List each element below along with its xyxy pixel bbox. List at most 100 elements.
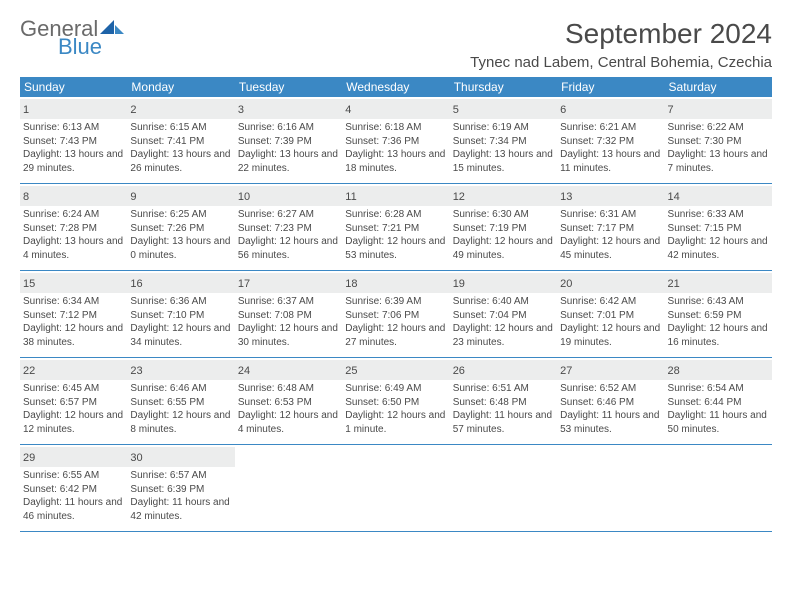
week-row: 1Sunrise: 6:13 AMSunset: 7:43 PMDaylight… (20, 97, 772, 184)
sunset-text: Sunset: 7:43 PM (23, 135, 124, 149)
day-cell: 10Sunrise: 6:27 AMSunset: 7:23 PMDayligh… (235, 184, 342, 270)
day-number-bar: 20 (557, 273, 664, 293)
day-info: Sunrise: 6:21 AMSunset: 7:32 PMDaylight:… (560, 121, 661, 175)
day-cell: 12Sunrise: 6:30 AMSunset: 7:19 PMDayligh… (450, 184, 557, 270)
day-number: 9 (130, 191, 136, 203)
sunrise-text: Sunrise: 6:31 AM (560, 208, 661, 222)
day-info: Sunrise: 6:55 AMSunset: 6:42 PMDaylight:… (23, 469, 124, 523)
day-info: Sunrise: 6:36 AMSunset: 7:10 PMDaylight:… (130, 295, 231, 349)
day-cell: 15 Sunrise: 6:34 AMSunset: 7:12 PMDayligh… (20, 271, 127, 357)
daylight-text: Daylight: 11 hours and 46 minutes. (23, 496, 124, 523)
day-number: 15 (23, 278, 35, 290)
week-row: 8Sunrise: 6:24 AMSunset: 7:28 PMDaylight… (20, 184, 772, 271)
day-number: 7 (668, 104, 674, 116)
day-number-bar: 1 (20, 99, 127, 119)
day-info: Sunrise: 6:51 AMSunset: 6:48 PMDaylight:… (453, 382, 554, 436)
day-info: Sunrise: 6:18 AMSunset: 7:36 PMDaylight:… (345, 121, 446, 175)
day-number: 25 (345, 365, 357, 377)
logo: General Blue (20, 18, 124, 58)
day-number-bar: 9 (127, 186, 234, 206)
day-number-bar: 3 (235, 99, 342, 119)
sunset-text: Sunset: 7:12 PM (23, 309, 124, 323)
sunrise-text: Sunrise: 6:22 AM (668, 121, 769, 135)
calendar: Sunday Monday Tuesday Wednesday Thursday… (20, 77, 772, 532)
sunset-text: Sunset: 7:06 PM (345, 309, 446, 323)
sunset-text: Sunset: 6:46 PM (560, 396, 661, 410)
sunset-text: Sunset: 7:19 PM (453, 222, 554, 236)
daylight-text: Daylight: 12 hours and 42 minutes. (668, 235, 769, 262)
daylight-text: Daylight: 12 hours and 16 minutes. (668, 322, 769, 349)
day-number-bar: 10 (235, 186, 342, 206)
day-cell: 2Sunrise: 6:15 AMSunset: 7:41 PMDaylight… (127, 97, 234, 183)
daylight-text: Daylight: 12 hours and 30 minutes. (238, 322, 339, 349)
logo-text-blue: Blue (58, 36, 124, 58)
sunrise-text: Sunrise: 6:34 AM (23, 295, 124, 309)
day-number: 17 (238, 278, 250, 290)
daylight-text: Daylight: 12 hours and 56 minutes. (238, 235, 339, 262)
day-cell: 6Sunrise: 6:21 AMSunset: 7:32 PMDaylight… (557, 97, 664, 183)
day-cell (665, 445, 772, 531)
day-cell (557, 445, 664, 531)
day-info: Sunrise: 6:52 AMSunset: 6:46 PMDaylight:… (560, 382, 661, 436)
daylight-text: Daylight: 11 hours and 53 minutes. (560, 409, 661, 436)
day-cell: 4Sunrise: 6:18 AMSunset: 7:36 PMDaylight… (342, 97, 449, 183)
day-cell (342, 445, 449, 531)
sunset-text: Sunset: 7:36 PM (345, 135, 446, 149)
day-cell: 1Sunrise: 6:13 AMSunset: 7:43 PMDaylight… (20, 97, 127, 183)
sunrise-text: Sunrise: 6:15 AM (130, 121, 231, 135)
daylight-text: Daylight: 12 hours and 19 minutes. (560, 322, 661, 349)
day-number-bar: 24 (235, 360, 342, 380)
daylight-text: Daylight: 11 hours and 42 minutes. (130, 496, 231, 523)
sunrise-text: Sunrise: 6:51 AM (453, 382, 554, 396)
day-cell: 22Sunrise: 6:45 AMSunset: 6:57 PMDayligh… (20, 358, 127, 444)
day-info: Sunrise: 6:34 AMSunset: 7:12 PMDaylight:… (23, 295, 124, 349)
sunrise-text: Sunrise: 6:21 AM (560, 121, 661, 135)
sunrise-text: Sunrise: 6:42 AM (560, 295, 661, 309)
daylight-text: Daylight: 13 hours and 22 minutes. (238, 148, 339, 175)
sunset-text: Sunset: 7:26 PM (130, 222, 231, 236)
day-number: 12 (453, 191, 465, 203)
day-info: Sunrise: 6:24 AMSunset: 7:28 PMDaylight:… (23, 208, 124, 262)
sunset-text: Sunset: 6:59 PM (668, 309, 769, 323)
day-cell: 17Sunrise: 6:37 AMSunset: 7:08 PMDayligh… (235, 271, 342, 357)
day-cell: 25Sunrise: 6:49 AMSunset: 6:50 PMDayligh… (342, 358, 449, 444)
day-number-bar: 29 (20, 447, 127, 467)
day-number-bar: 6 (557, 99, 664, 119)
daylight-text: Daylight: 12 hours and 38 minutes. (23, 322, 124, 349)
sunset-text: Sunset: 6:42 PM (23, 483, 124, 497)
day-cell: 9 Sunrise: 6:25 AMSunset: 7:26 PMDaylight… (127, 184, 234, 270)
sunrise-text: Sunrise: 6:25 AM (130, 208, 231, 222)
day-number: 14 (668, 191, 680, 203)
day-cell: 18Sunrise: 6:39 AMSunset: 7:06 PMDayligh… (342, 271, 449, 357)
daylight-text: Daylight: 13 hours and 15 minutes. (453, 148, 554, 175)
day-number: 18 (345, 278, 357, 290)
day-info: Sunrise: 6:25 AMSunset: 7:26 PMDaylight:… (130, 208, 231, 262)
day-number: 22 (23, 365, 35, 377)
day-number: 23 (130, 365, 142, 377)
day-info: Sunrise: 6:19 AMSunset: 7:34 PMDaylight:… (453, 121, 554, 175)
sunset-text: Sunset: 7:39 PM (238, 135, 339, 149)
day-info: Sunrise: 6:46 AMSunset: 6:55 PMDaylight:… (130, 382, 231, 436)
daylight-text: Daylight: 12 hours and 45 minutes. (560, 235, 661, 262)
sunrise-text: Sunrise: 6:48 AM (238, 382, 339, 396)
sunset-text: Sunset: 6:50 PM (345, 396, 446, 410)
weekday-label: Wednesday (342, 77, 449, 97)
day-number-bar: 4 (342, 99, 449, 119)
weekday-label: Tuesday (235, 77, 342, 97)
day-info: Sunrise: 6:33 AMSunset: 7:15 PMDaylight:… (668, 208, 769, 262)
day-number: 21 (668, 278, 680, 290)
day-number-bar: 5 (450, 99, 557, 119)
day-number-bar: 23 (127, 360, 234, 380)
day-number-bar: 16 (127, 273, 234, 293)
day-number: 5 (453, 104, 459, 116)
sunset-text: Sunset: 7:08 PM (238, 309, 339, 323)
sunset-text: Sunset: 7:30 PM (668, 135, 769, 149)
day-info: Sunrise: 6:57 AMSunset: 6:39 PMDaylight:… (130, 469, 231, 523)
sunrise-text: Sunrise: 6:55 AM (23, 469, 124, 483)
sunrise-text: Sunrise: 6:19 AM (453, 121, 554, 135)
day-number-bar: 8 (20, 186, 127, 206)
sunrise-text: Sunrise: 6:28 AM (345, 208, 446, 222)
sunrise-text: Sunrise: 6:43 AM (668, 295, 769, 309)
day-number: 24 (238, 365, 250, 377)
daylight-text: Daylight: 13 hours and 29 minutes. (23, 148, 124, 175)
